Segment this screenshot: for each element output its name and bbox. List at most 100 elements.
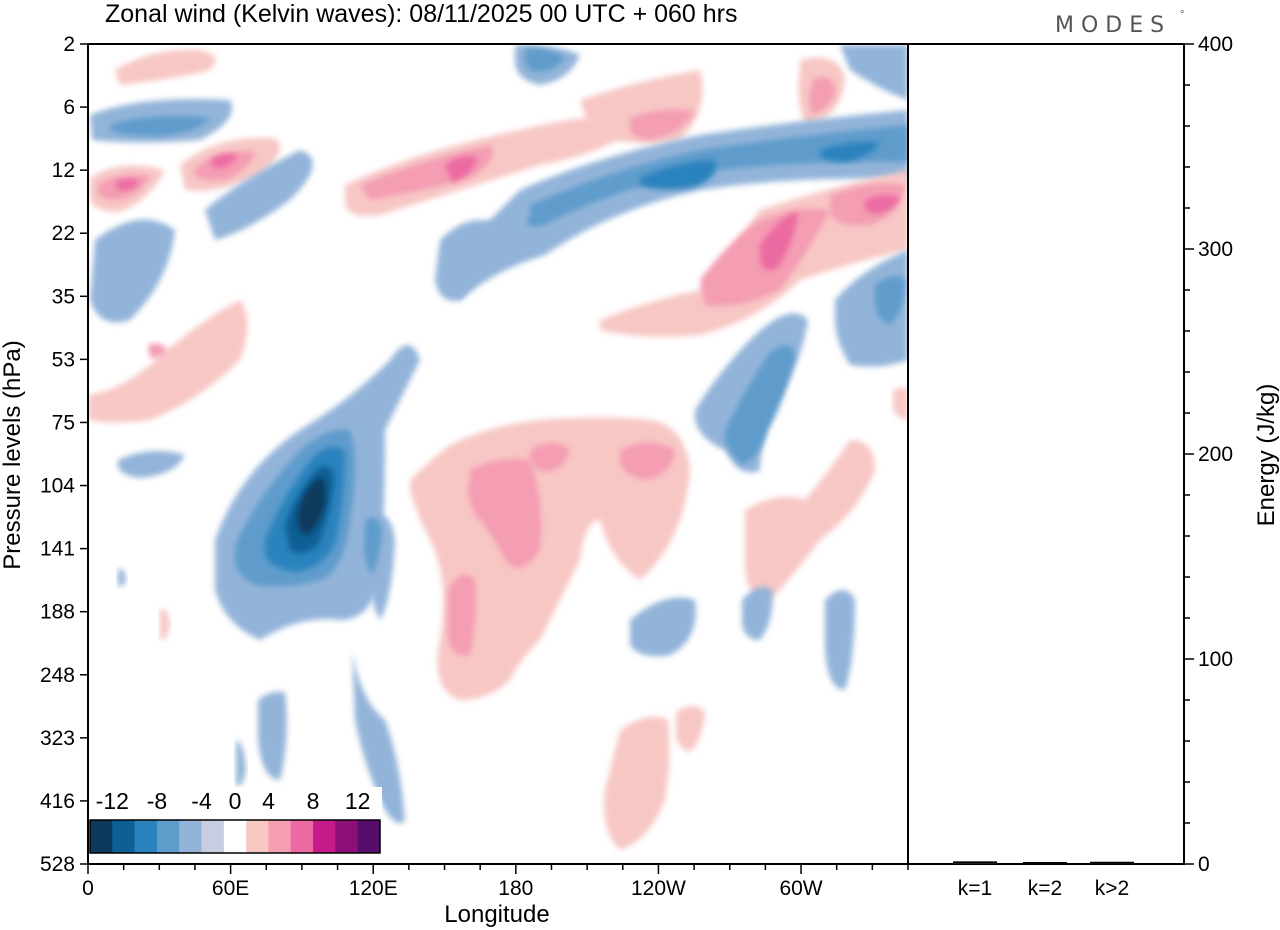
chart-title: Zonal wind (Kelvin waves): 08/11/2025 00… bbox=[105, 0, 738, 28]
contour-trop-pos-small-1 bbox=[160, 609, 170, 640]
contour-strat-pos-0E-lower bbox=[88, 300, 248, 423]
contour-trop-pos-120W-low bbox=[604, 716, 670, 850]
colorbar-swatch bbox=[90, 820, 113, 853]
contour-strat-neg-band-east-mid bbox=[527, 125, 908, 227]
contour-trop-neg-lower-3 bbox=[236, 740, 246, 786]
colorbar-swatch bbox=[335, 820, 359, 853]
y-tick-label: 528 bbox=[40, 853, 75, 876]
contour-trop-neg-120E-strip-mid bbox=[364, 517, 382, 575]
energy-category-label: k>2 bbox=[1095, 877, 1129, 900]
colorbar-swatch bbox=[313, 820, 336, 853]
contour-strat-neg-midlat bbox=[435, 220, 500, 301]
y-tick-label: 248 bbox=[40, 664, 75, 687]
contour-strat-pos-top-left bbox=[115, 49, 216, 85]
colorbar-swatch bbox=[156, 820, 180, 853]
colorbar-label: -12 bbox=[96, 788, 129, 814]
colorbar-swatch bbox=[246, 820, 269, 853]
modes-logo: MODES ° bbox=[1055, 9, 1184, 38]
y-tick-label: 53 bbox=[52, 348, 75, 371]
x-tick-label: 180 bbox=[498, 877, 533, 900]
colorbar-frame bbox=[89, 819, 381, 854]
y-tick-label: 141 bbox=[40, 538, 75, 561]
contour-trop-neg-60W-lower bbox=[630, 597, 696, 657]
contour-trop-pos-60W-column bbox=[745, 440, 875, 601]
contour-trop-neg-60W-lower-2 bbox=[742, 586, 773, 640]
contour-strat-pos-150E-band bbox=[345, 116, 640, 216]
contour-strat-neg-band-east-core bbox=[640, 160, 716, 190]
y-tick-label: 12 bbox=[52, 159, 75, 182]
contour-strat-pos-0E-lower-mid bbox=[148, 343, 168, 359]
energy-x-axis: k=1 k=2 k>2 bbox=[958, 877, 1129, 900]
y-tick-label: 188 bbox=[40, 601, 75, 624]
energy-axis-label: Energy (J/kg) bbox=[1253, 384, 1280, 527]
y-tick-label: 104 bbox=[40, 475, 75, 498]
colorbar-label: -4 bbox=[191, 788, 212, 814]
x-tick-label: 0 bbox=[82, 877, 94, 900]
x-tick-label: 120W bbox=[631, 877, 686, 900]
y-tick-label: 75 bbox=[52, 411, 75, 434]
x-tick-label: 120E bbox=[349, 877, 398, 900]
y-tick-label: 22 bbox=[52, 222, 75, 245]
colorbar-label: 0 bbox=[229, 788, 242, 814]
colorbar-swatch bbox=[357, 820, 381, 853]
x-axis-label: Longitude bbox=[444, 901, 549, 928]
contour-strat-pos-120W-mid bbox=[630, 109, 695, 140]
contour-strat-pos-east-core bbox=[865, 195, 900, 214]
contour-trop-neg-upper-1 bbox=[118, 451, 185, 478]
x-tick-label: 60W bbox=[779, 877, 822, 900]
colorbar-swatch bbox=[223, 820, 247, 853]
contour-strat-neg-top-inner bbox=[110, 116, 210, 136]
y-axis: 2 6 12 22 35 53 75 104 141 188 248 323 416 528 bbox=[40, 33, 88, 876]
energy-category-label: k=1 bbox=[958, 877, 992, 900]
colorbar-label: 8 bbox=[307, 788, 320, 814]
colorbar-swatch bbox=[179, 820, 203, 853]
colorbar-swatch bbox=[112, 820, 136, 853]
energy-category-label: k=2 bbox=[1028, 877, 1062, 900]
contour-trop-neg-lower-2 bbox=[352, 650, 405, 824]
colorbar-swatch bbox=[290, 820, 314, 853]
energy-frame bbox=[907, 43, 1185, 865]
contour-fills bbox=[88, 45, 908, 850]
contour-strat-neg-120W-top-mid bbox=[524, 48, 565, 72]
contour-trop-pos-east-edge bbox=[893, 387, 908, 420]
colorbar-label: 4 bbox=[262, 788, 275, 814]
colorbar-label: 12 bbox=[345, 788, 371, 814]
y-tick-label: 323 bbox=[40, 727, 75, 750]
energy-panel: 0 100 200 300 400 k=1 k=2 k>2 Energy (J/kg) bbox=[907, 33, 1280, 900]
energy-tick-label: 400 bbox=[1198, 33, 1233, 56]
contour-trop-pos-120W-low-2 bbox=[675, 706, 705, 752]
contour-trop-pos-dateline-inner bbox=[468, 458, 542, 568]
energy-tick-label: 300 bbox=[1198, 238, 1233, 261]
contour-trop-neg-lower-1 bbox=[258, 691, 287, 780]
contour-trop-pos-left-column bbox=[448, 574, 476, 656]
y-tick-label: 35 bbox=[52, 285, 75, 308]
heatmap-panel: 0 60E 120E 180 120W 60W 2 6 12 22 35 53 75 104 141 188… bbox=[0, 33, 909, 928]
contour-strat-pos-40E-core bbox=[210, 153, 238, 168]
y-tick-label: 6 bbox=[63, 96, 75, 119]
colorbar-swatch bbox=[268, 820, 292, 853]
energy-y-axis: 0 100 200 300 400 bbox=[1184, 33, 1233, 876]
y-axis-label: Pressure levels (hPa) bbox=[0, 340, 26, 569]
energy-tick-label: 200 bbox=[1198, 443, 1233, 466]
energy-tick-label: 0 bbox=[1198, 853, 1210, 876]
modes-logo-mark: ° bbox=[1180, 9, 1184, 21]
colorbar-swatch bbox=[134, 820, 158, 853]
contour-trop-neg-60W-plume-mid bbox=[725, 345, 795, 465]
contour-strat-pos-40W-core bbox=[760, 212, 798, 271]
x-axis: 0 60E 120E 180 120W 60W bbox=[82, 864, 909, 900]
contour-strat-neg-60E bbox=[205, 150, 313, 240]
contour-trop-pos-upper-120W bbox=[620, 442, 675, 480]
contour-trop-neg-small-2 bbox=[118, 568, 126, 587]
contour-strat-neg-30E-mid bbox=[90, 219, 175, 323]
colorbar-legend: -12 -8 -4 0 4 8 12 bbox=[88, 787, 382, 863]
y-tick-label: 416 bbox=[40, 790, 75, 813]
contour-trop-neg-core bbox=[305, 485, 321, 513]
contour-trop-neg-60W-lower-3 bbox=[825, 590, 855, 690]
contour-strat-pos-150E-core bbox=[445, 156, 478, 182]
contour-strat-neg-ceiling-east bbox=[840, 45, 908, 100]
energy-bars bbox=[953, 861, 1134, 864]
x-tick-label: 60E bbox=[212, 877, 249, 900]
colorbar-label: -8 bbox=[147, 788, 167, 814]
contour-strat-pos-10E-core bbox=[115, 179, 140, 191]
